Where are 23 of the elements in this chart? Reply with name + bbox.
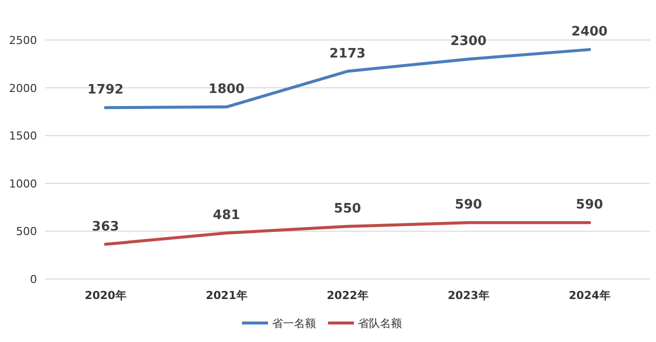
x-tick-label: 2022年 (326, 289, 368, 302)
data-label: 2400 (571, 24, 608, 40)
legend-label: 省一名额 (272, 317, 316, 330)
x-tick-label: 2024年 (568, 289, 610, 302)
data-label: 2173 (329, 46, 366, 62)
x-tick-label: 2020年 (84, 289, 126, 302)
data-label: 590 (454, 198, 482, 213)
data-label: 550 (334, 201, 362, 216)
y-tick-label: 2500 (9, 34, 37, 47)
y-tick-label: 0 (30, 273, 37, 286)
data-label: 363 (92, 219, 120, 234)
y-tick-label: 2000 (9, 82, 37, 95)
y-tick-label: 500 (16, 225, 37, 238)
x-tick-label: 2021年 (206, 289, 248, 302)
legend-label: 省队名额 (358, 317, 402, 330)
data-label: 590 (576, 198, 604, 213)
data-label: 1800 (208, 82, 245, 97)
data-label: 481 (212, 208, 240, 224)
y-tick-label: 1500 (9, 130, 37, 143)
x-tick-label: 2023年 (448, 289, 490, 302)
data-label: 1792 (87, 82, 124, 98)
data-label: 2300 (450, 34, 487, 50)
y-tick-label: 1000 (9, 177, 37, 190)
